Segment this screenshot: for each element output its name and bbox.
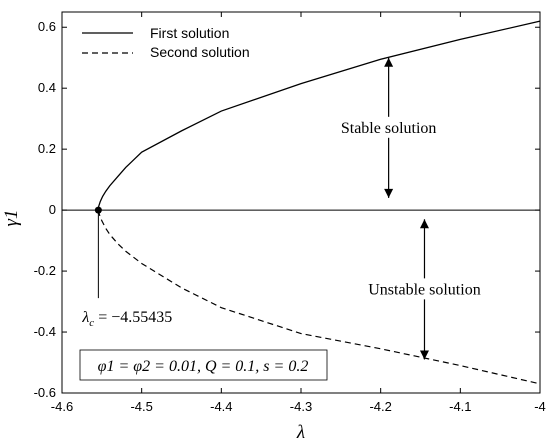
parameter-box: φ1 = φ2 = 0.01, Q = 0.1, s = 0.2	[79, 349, 328, 381]
stable-arrow-head-up	[384, 57, 394, 67]
y-axis-ticks: -0.6 -0.4 -0.2 0 0.2 0.4 0.6	[34, 19, 540, 400]
stable-arrow-head-down	[384, 188, 394, 198]
parameter-box-text: φ1 = φ2 = 0.01, Q = 0.1, s = 0.2	[98, 358, 309, 375]
unstable-arrow-head-up	[419, 219, 429, 229]
y-tick-label: 0	[49, 202, 56, 217]
critical-point-marker	[94, 206, 102, 214]
unstable-arrow-head-down	[419, 350, 429, 360]
unstable-label-background	[356, 278, 493, 299]
x-tick-label: -4.2	[369, 399, 391, 414]
y-tick-label: -0.2	[34, 263, 56, 278]
x-tick-label: -4.1	[449, 399, 471, 414]
x-tick-label: -4.4	[210, 399, 232, 414]
series-second-solution	[97, 209, 541, 385]
y-tick-label: 0.4	[38, 80, 56, 95]
legend: First solution Second solution	[82, 25, 250, 60]
series-first-solution	[97, 20, 541, 211]
x-axis-ticks: -4.6 -4.5 -4.4 -4.3 -4.2 -4.1 -4	[51, 12, 546, 414]
unstable-annotation: Unstable solution	[356, 219, 493, 360]
x-tick-label: -4.3	[290, 399, 312, 414]
stable-label-background	[328, 116, 449, 137]
y-tick-label: -0.6	[34, 385, 56, 400]
y-tick-label: -0.4	[34, 324, 56, 339]
stable-solution-label: Stable solution	[341, 120, 437, 137]
x-axis-label: λ	[296, 422, 305, 443]
y-axis-label: γ1	[1, 210, 22, 227]
stable-annotation: Stable solution	[328, 57, 449, 198]
x-tick-label: -4.5	[130, 399, 152, 414]
parameter-box-frame	[79, 349, 328, 381]
x-tick-label: -4	[534, 399, 546, 414]
y-tick-label: 0.2	[38, 141, 56, 156]
critical-point-label: λc = −4.55435	[81, 309, 172, 329]
y-tick-label: 0.6	[38, 19, 56, 34]
unstable-solution-label: Unstable solution	[368, 281, 480, 298]
legend-label-first: First solution	[150, 25, 229, 41]
x-tick-label: -4.6	[51, 399, 73, 414]
legend-label-second: Second solution	[150, 44, 250, 60]
plot-frame	[61, 11, 541, 394]
